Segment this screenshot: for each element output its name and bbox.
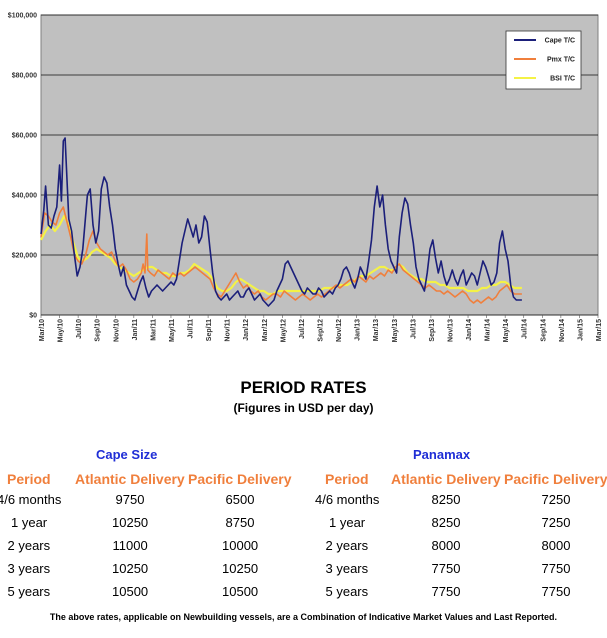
rate-cell: 8000 [541,538,571,553]
series-line-pmx-t-c [40,206,522,304]
rate-cell: 7250 [541,515,571,530]
column-header: Period [325,471,369,487]
rate-cell: 10500 [112,584,149,599]
rate-cell: 7250 [541,492,571,507]
x-tick-label: Sep/10 [95,319,102,342]
x-tick-label: Mar/13 [373,319,380,341]
panamax-header: Panamax [413,447,471,462]
x-tick-label: Nov/10 [113,319,120,342]
x-tick-label: Jul/14 [522,319,529,339]
x-tick-label: Jul/12 [299,319,306,339]
period-cell: 5 years [325,584,369,599]
x-tick-label: Nov/11 [225,319,232,342]
x-tick-label: Mar/12 [262,319,269,341]
plot-area [40,14,599,316]
column-header: Pacific Delivery [504,471,607,487]
y-tick-label: $0 [29,313,37,320]
x-tick-label: Jan/14 [466,319,473,341]
column-header: Pacific Delivery [188,471,292,487]
x-tick-label: Sep/12 [318,319,325,342]
rate-cell: 7750 [431,561,461,576]
rate-cell: 7750 [541,561,571,576]
x-tick-label: Nov/12 [336,319,343,342]
x-tick-label: Mar/14 [485,319,492,341]
period-cell: 3 years [7,561,51,576]
footnote: The above rates, applicable on Newbuildi… [49,612,558,622]
rate-cell: 11000 [112,538,148,553]
period-cell: 2 years [7,538,51,553]
period-cell: 5 years [7,584,51,599]
y-tick-label: $40,000 [12,193,37,200]
x-tick-label: May/11 [169,319,176,342]
rate-cell: 8000 [431,538,461,553]
x-tick-label: Sep/14 [540,319,547,342]
column-header: Period [7,471,51,487]
x-tick-label: Jan/12 [243,319,250,341]
x-tick-label: Jan/15 [577,319,584,341]
legend-label: Pmx T/C [547,57,575,64]
legend-label: BSI T/C [550,76,575,83]
x-tick-label: Sep/11 [206,319,213,341]
x-tick-label: Nov/14 [559,319,566,342]
x-tick-label: Nov/13 [447,319,454,342]
period-cell: 3 years [325,561,369,576]
y-tick-label: $80,000 [12,73,37,80]
rate-cell: 7750 [431,584,461,599]
x-tick-label: Jan/13 [355,319,362,341]
period-cell: 1 year [329,515,366,530]
y-tick-label: $100,000 [8,13,37,20]
rate-cell: 10250 [112,561,149,576]
y-tick-label: $20,000 [12,253,37,260]
x-tick-label: Mar/10 [39,319,46,341]
rate-cell: 7750 [541,584,571,599]
x-tick-label: Mar/11 [150,319,157,341]
rate-cell: 9750 [115,492,145,507]
rate-cell: 8250 [431,515,461,530]
x-tick-label: May/14 [503,319,510,342]
x-tick-label: May/13 [392,319,399,342]
period-cell: 4/6 months [315,492,380,507]
series-line-bsi-t-c [40,214,522,296]
rate-cell: 8250 [431,492,461,507]
rate-cell: 6500 [225,492,255,507]
period-cell: 2 years [325,538,369,553]
page-subtitle: (Figures in USD per day) [233,401,374,415]
period-cell: 1 year [11,515,48,530]
rate-cell: 8750 [225,515,255,530]
period-cell: 4/6 months [0,492,62,507]
x-tick-label: May/10 [58,319,65,342]
rate-cell: 10000 [222,538,259,553]
cape-size-header: Cape Size [96,447,158,462]
x-tick-label: Jul/11 [188,319,195,339]
rate-cell: 10250 [112,515,149,530]
x-tick-label: Jul/10 [76,319,83,339]
page-title: PERIOD RATES [240,378,367,397]
legend-label: Cape T/C [545,38,575,45]
x-tick-label: Jul/13 [410,319,417,339]
column-header: Atlantic Delivery [391,471,501,487]
period-rates-line-chart: $0 $20,000 $40,000 $60,000 $80,000 $100,000 M… [8,13,603,343]
y-tick-label: $60,000 [12,133,37,140]
rate-cell: 10500 [222,584,259,599]
x-tick-label: Jan/11 [132,319,139,341]
rate-cell: 10250 [222,561,259,576]
series-line-cape-t-c [40,137,522,307]
column-header: Atlantic Delivery [75,471,185,487]
x-tick-label: Sep/13 [429,319,436,342]
x-tick-label: Mar/15 [596,319,603,341]
x-tick-label: May/12 [280,319,287,342]
